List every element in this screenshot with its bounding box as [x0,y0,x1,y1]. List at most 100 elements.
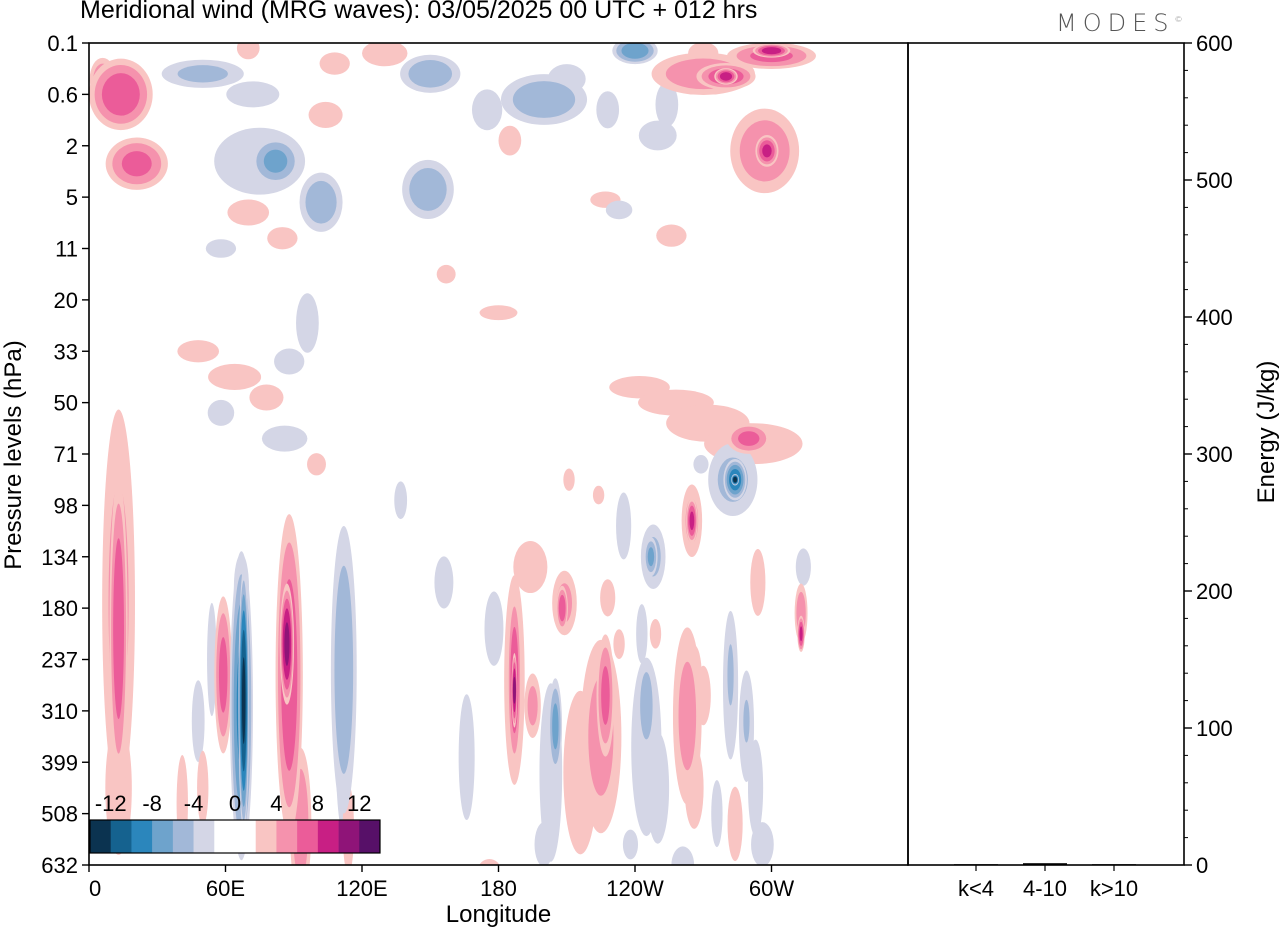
wind-anomaly-positive [279,583,295,705]
wind-anomaly-negative [500,74,588,125]
wind-anomaly-negative [274,348,305,375]
colorbar-swatch [214,820,236,853]
energy-tick-label: 500 [1196,168,1233,193]
contour-band [362,43,408,67]
y-tick-label: 98 [54,493,78,518]
contour-band [563,468,575,491]
contour-band [596,91,620,129]
wind-anomaly-negative [655,82,679,127]
wind-anomaly-positive [755,134,779,167]
wind-anomaly-positive [89,58,153,131]
wind-anomaly-negative [646,732,670,844]
wind-anomaly-positive [752,43,791,58]
wind-anomaly-positive [714,68,738,85]
contour-band [689,511,695,531]
contour-band [205,239,237,258]
x-tick-label: 60W [749,876,794,901]
colorbar-label: -4 [184,791,204,816]
x-axis-label: Longitude [446,901,551,928]
energy-tick-label: 100 [1196,716,1233,741]
contour-band [616,492,632,560]
y-tick-label: 237 [41,648,78,673]
brand-mark: © [1174,15,1183,24]
contour-band [434,556,454,609]
x-tick-label: 60E [206,876,245,901]
energy-axis-label: Energy (J/kg) [1253,361,1280,504]
colorbar-label: -8 [142,791,162,816]
y-tick-label: 180 [41,596,78,621]
y-tick-label: 134 [41,545,78,570]
contour-band [263,149,288,173]
y-tick-label: 11 [55,237,78,262]
y-tick-label: 310 [41,699,78,724]
contour-band [513,540,548,594]
contour-band [305,180,337,224]
wind-anomaly-negative [605,200,633,220]
contour-band [512,81,576,118]
contour-band [600,579,616,617]
contour-band [656,224,687,247]
contour-band [512,676,516,704]
wind-anomaly-positive [563,468,575,491]
contour-band [613,629,625,659]
colorbar-label: 8 [312,791,324,816]
energy-category-label: k<4 [958,876,994,901]
energy-bar [954,864,998,865]
contour-band [733,476,738,483]
wind-anomaly-positive [750,548,766,616]
wind-anomaly-positive [498,125,522,156]
wind-anomaly-negative [622,829,639,860]
wind-anomaly-positive [613,629,625,659]
wind-anomaly-negative [742,691,751,751]
wind-anomaly-positive [249,384,284,411]
wind-anomaly-negative [616,492,632,560]
contour-band [738,431,760,446]
contour-band [121,151,152,177]
contour-band [761,47,782,55]
wind-anomaly-positive [726,423,771,454]
y-tick-label: 33 [54,339,78,364]
wind-anomaly-positive [227,199,270,226]
contour-band [236,43,260,60]
chart-title: Meridional wind (MRG waves): 03/05/2025 … [80,0,758,24]
contour-band [296,293,319,353]
wind-anomaly-positive [479,858,500,865]
wind-anomaly-positive [236,43,260,60]
colorbar-swatch [110,820,132,853]
wind-anomaly-positive [177,340,220,363]
energy-bar [1092,864,1136,865]
contour-band [671,846,695,865]
wind-anomaly-negative [238,568,250,834]
wind-anomaly-negative [261,425,308,452]
wind-anomaly-negative [534,822,554,865]
contour-band [621,43,649,59]
contour-band [241,657,246,744]
wind-anomaly-positive [600,579,616,617]
x-tick-label: 120W [606,876,664,901]
wind-anomaly-negative [638,120,677,151]
contour-band [678,661,697,771]
contour-band [649,618,662,649]
contour-band [646,732,670,844]
contour-band [207,399,235,426]
contour-band [191,680,205,763]
wind-anomaly-positive [208,363,262,390]
colorbar-frame [89,819,381,854]
wind-anomaly-positive [524,673,541,738]
field-layer [89,43,816,865]
contour-band [743,699,750,743]
contour-band [308,101,343,128]
contour-band [177,65,228,83]
contour-band [638,120,677,151]
colorbar-swatch [172,820,194,853]
wind-anomaly-negative [795,548,811,586]
contour-band [655,82,679,127]
wind-anomaly-positive [214,596,233,754]
colorbar-swatch [317,820,339,853]
brand-name: MODES [1056,9,1175,37]
contour-band [727,644,734,706]
energy-tick-label: 600 [1196,31,1233,56]
contour-band [534,822,554,865]
wind-anomaly-negative [434,556,454,609]
contour-band [267,227,298,250]
